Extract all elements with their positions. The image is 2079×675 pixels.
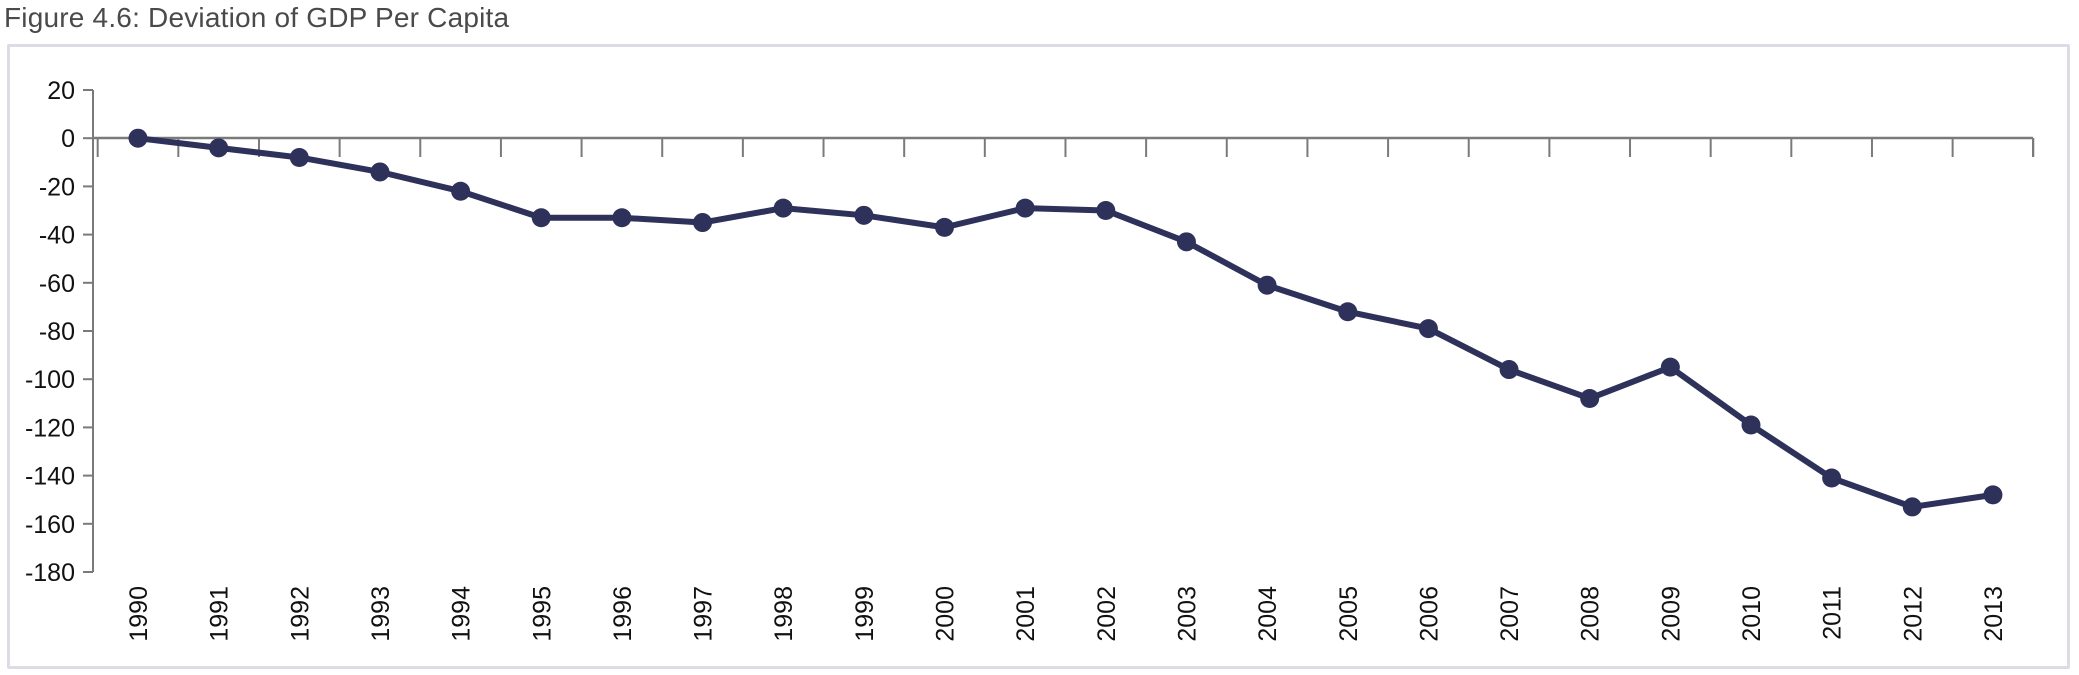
data-point bbox=[531, 208, 551, 228]
x-tick-label: 2006 bbox=[1415, 586, 1443, 642]
data-point bbox=[1418, 319, 1438, 339]
chart-frame bbox=[7, 44, 2070, 669]
y-tick-label: 20 bbox=[47, 77, 75, 105]
data-point bbox=[1983, 485, 2003, 505]
data-point bbox=[370, 162, 390, 182]
data-point bbox=[289, 147, 309, 167]
data-point bbox=[1015, 198, 1035, 218]
data-point bbox=[209, 138, 229, 158]
y-tick-label: -100 bbox=[25, 366, 75, 394]
y-tick-label: -80 bbox=[39, 318, 75, 346]
x-tick-label: 2011 bbox=[1819, 586, 1847, 640]
y-tick-label: -40 bbox=[39, 222, 75, 250]
y-tick-label: -20 bbox=[39, 173, 75, 201]
x-tick-label: 2003 bbox=[1173, 586, 1201, 642]
x-tick-label: 2002 bbox=[1093, 586, 1121, 642]
x-tick-label: 2005 bbox=[1335, 586, 1363, 642]
y-tick-label: 0 bbox=[61, 125, 75, 153]
x-tick-label: 1999 bbox=[851, 586, 879, 642]
x-tick-label: 2004 bbox=[1254, 586, 1282, 642]
x-tick-label: 2012 bbox=[1899, 586, 1927, 642]
y-tick-label: -120 bbox=[25, 414, 75, 442]
y-tick-label: -180 bbox=[25, 559, 75, 587]
data-point bbox=[854, 205, 874, 225]
x-tick-label: 1994 bbox=[448, 586, 476, 642]
x-tick-label: 1990 bbox=[125, 586, 153, 642]
data-point bbox=[935, 217, 954, 237]
figure-title: Figure 4.6: Deviation of GDP Per Capita bbox=[4, 2, 510, 33]
x-tick-label: 1997 bbox=[690, 586, 718, 642]
data-point bbox=[451, 181, 471, 201]
x-tick-label: 2001 bbox=[1012, 586, 1040, 642]
x-tick-label: 1996 bbox=[609, 586, 637, 642]
y-tick-label: -60 bbox=[39, 270, 75, 298]
data-point bbox=[1338, 302, 1358, 322]
y-tick-label: -160 bbox=[25, 511, 75, 539]
data-point bbox=[1096, 201, 1116, 220]
x-tick-label: 1991 bbox=[206, 586, 234, 642]
data-point bbox=[1499, 360, 1519, 380]
x-tick-label: 1998 bbox=[770, 586, 798, 642]
x-tick-label: 2007 bbox=[1496, 586, 1524, 642]
x-tick-label: 1992 bbox=[286, 586, 314, 642]
x-tick-label: 1995 bbox=[528, 586, 556, 642]
data-point bbox=[1176, 232, 1196, 252]
data-point bbox=[1257, 275, 1277, 295]
y-tick-label: -140 bbox=[25, 463, 75, 491]
x-tick-label: 2010 bbox=[1738, 586, 1766, 642]
x-tick-label: 2009 bbox=[1657, 586, 1685, 642]
series-line bbox=[135, 135, 1996, 510]
x-tick-label: 1993 bbox=[367, 586, 395, 642]
data-point bbox=[128, 128, 148, 148]
data-point bbox=[1902, 497, 1922, 517]
data-point bbox=[1741, 415, 1761, 435]
x-tick-label: 2000 bbox=[932, 586, 960, 642]
data-point bbox=[612, 208, 632, 228]
data-point bbox=[1580, 388, 1600, 408]
x-tick-label: 2008 bbox=[1577, 586, 1605, 642]
data-point bbox=[1822, 468, 1842, 488]
data-point bbox=[693, 213, 713, 233]
x-tick-label: 2013 bbox=[1980, 586, 2008, 642]
data-point bbox=[773, 198, 793, 218]
data-point bbox=[1660, 357, 1680, 377]
